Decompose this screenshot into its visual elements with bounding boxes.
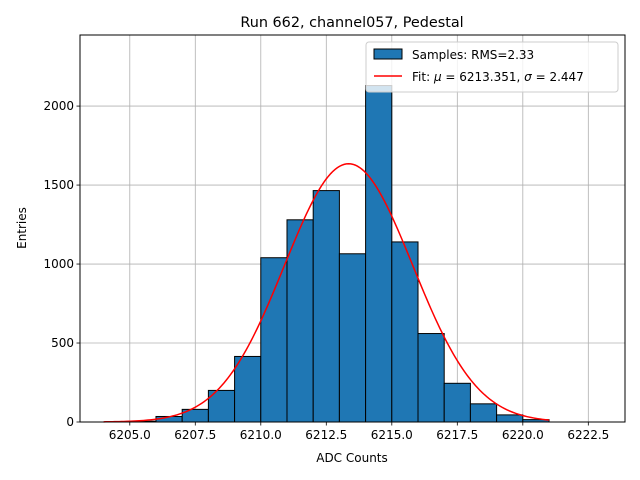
legend-fit-sigma-value: = 2.447 (532, 70, 584, 84)
x-tick-label: 6220.0 (502, 428, 544, 442)
legend-fit-prefix: Fit: (412, 70, 434, 84)
histogram-bar (312, 190, 340, 423)
histogram-bar (365, 85, 393, 423)
gaussian-fit-curve (103, 162, 550, 423)
y-tick-label: 2000 (43, 99, 74, 113)
x-axis-label: ADC Counts (316, 451, 388, 465)
y-tick-label: 1000 (43, 257, 74, 271)
histogram-bar (234, 355, 262, 423)
y-tick-label: 1500 (43, 178, 74, 192)
y-tick-label: 500 (51, 336, 74, 350)
x-axis-ticks: 6205.0 6207.5 6210.0 6212.5 6215.0 6217.5 6220… (109, 422, 609, 442)
x-tick-label: 6205.0 (109, 428, 151, 442)
histogram-bar (443, 382, 471, 423)
chart-title: Run 662, channel057, Pedestal (240, 15, 463, 31)
histogram-bar (496, 414, 524, 423)
legend-fit-sigma-symbol: σ (524, 70, 532, 84)
y-axis-label: Entries (15, 207, 29, 249)
y-tick-label: 0 (66, 415, 74, 429)
legend-samples-swatch (373, 48, 403, 60)
legend: Samples: RMS=2.33 Fit: μ = 6213.351, σ =… (365, 41, 619, 93)
x-tick-label: 6207.5 (174, 428, 216, 442)
x-tick-label: 6217.5 (436, 428, 478, 442)
x-tick-label: 6222.5 (567, 428, 609, 442)
histogram-bars (129, 85, 550, 423)
legend-samples-label: Samples: RMS=2.33 (412, 48, 534, 62)
legend-fit-mu-value: = 6213.351, (442, 70, 525, 84)
x-tick-label: 6215.0 (371, 428, 413, 442)
y-axis-ticks: 0 500 1000 1500 2000 (43, 99, 80, 429)
fit-curve-layer (103, 162, 550, 423)
plot-frame (79, 34, 626, 423)
legend-box (365, 41, 619, 93)
legend-fit-mu-symbol: μ (433, 70, 442, 84)
histogram-bar (469, 403, 498, 423)
histogram-bar (417, 333, 445, 423)
x-tick-label: 6210.0 (240, 428, 282, 442)
histogram-bar (260, 257, 288, 423)
histogram-bar (338, 253, 367, 423)
histogram-bar (286, 219, 314, 423)
legend-fit-label: Fit: μ = 6213.351, σ = 2.447 (412, 70, 584, 84)
histogram-bar (391, 241, 419, 423)
x-tick-label: 6212.5 (305, 428, 347, 442)
